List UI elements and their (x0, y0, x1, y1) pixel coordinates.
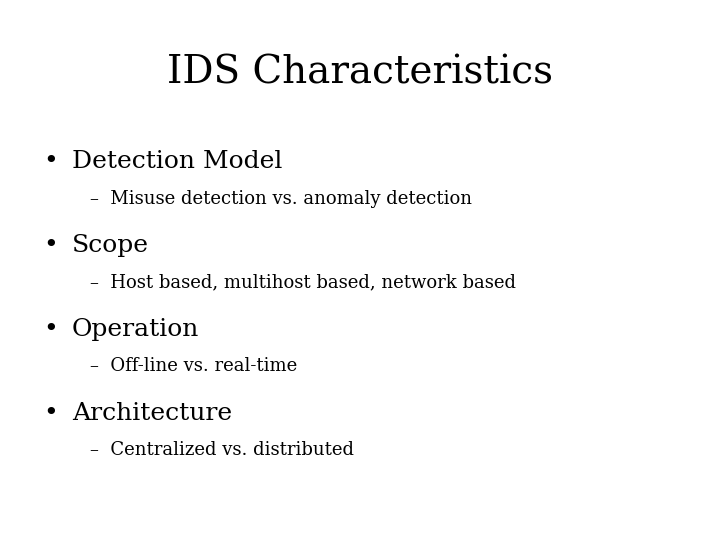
Text: –  Misuse detection vs. anomaly detection: – Misuse detection vs. anomaly detection (90, 190, 472, 208)
Text: Detection Model: Detection Model (72, 151, 282, 173)
Text: –  Off-line vs. real-time: – Off-line vs. real-time (90, 357, 297, 375)
Text: –  Host based, multihost based, network based: – Host based, multihost based, network b… (90, 273, 516, 292)
Text: IDS Characteristics: IDS Characteristics (167, 55, 553, 91)
Text: •: • (43, 151, 58, 173)
Text: Architecture: Architecture (72, 402, 232, 424)
Text: •: • (43, 318, 58, 341)
Text: Operation: Operation (72, 318, 199, 341)
Text: •: • (43, 402, 58, 424)
Text: –  Centralized vs. distributed: – Centralized vs. distributed (90, 441, 354, 459)
Text: •: • (43, 234, 58, 257)
Text: Scope: Scope (72, 234, 149, 257)
